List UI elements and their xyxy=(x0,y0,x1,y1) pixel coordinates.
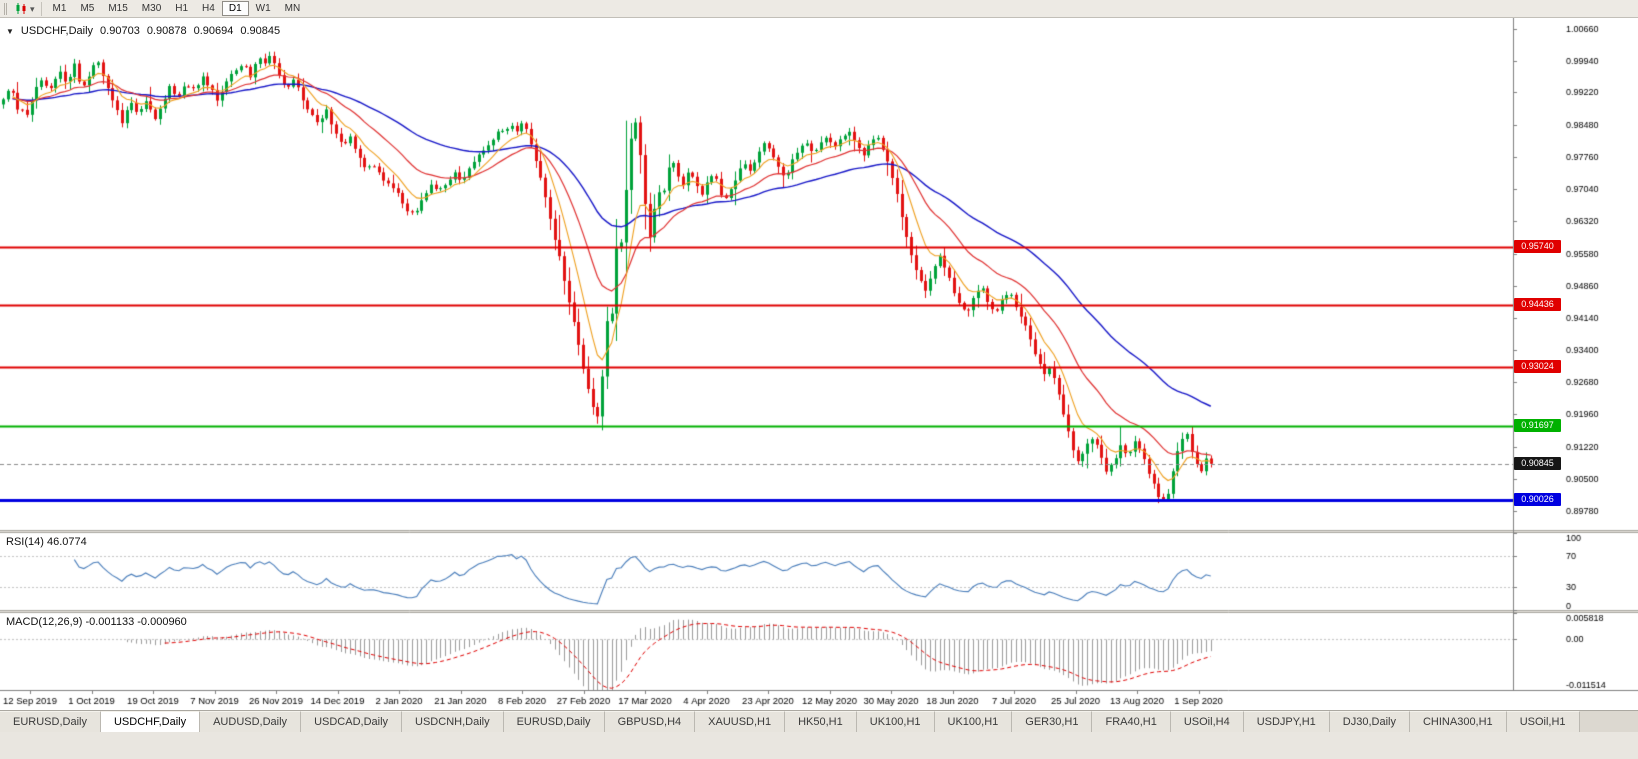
timeframe-buttons: M1 M5 M15 M30 H1 H4 D1 W1 MN xyxy=(46,1,308,16)
toolbar-grip[interactable] xyxy=(4,2,8,15)
price-tag-level-0.95740[interactable]: 0.95740 xyxy=(1514,240,1561,253)
chart-tab-gbpusd-h4[interactable]: GBPUSD,H4 xyxy=(604,711,696,732)
timeframe-toolbar: ▾ M1 M5 M15 M30 H1 H4 D1 W1 MN xyxy=(0,0,1638,18)
price-tag-level-0.93024[interactable]: 0.93024 xyxy=(1514,360,1561,373)
bottom-filler xyxy=(0,732,1638,759)
rsi-indicator-label: RSI(14) 46.0774 xyxy=(6,536,87,548)
chart-tabs-bar: EURUSD,Daily USDCHF,Daily AUDUSD,Daily USDC… xyxy=(0,710,1638,732)
ohlc-low: 0.90694 xyxy=(193,25,234,37)
chart-tab-uk100-h1[interactable]: UK100,H1 xyxy=(934,711,1013,732)
chart-type-icon[interactable] xyxy=(12,1,30,17)
current-price-tag: 0.90845 xyxy=(1514,457,1561,470)
chart-tab-usoil-h4[interactable]: USOil,H4 xyxy=(1170,711,1244,732)
timeframe-button-m30[interactable]: M30 xyxy=(141,3,162,14)
macd-indicator-label: MACD(12,26,9) -0.001133 -0.000960 xyxy=(6,616,187,628)
chart-tab-usdcad-daily[interactable]: USDCAD,Daily xyxy=(301,711,403,732)
chart-tab-china300-h1[interactable]: CHINA300,H1 xyxy=(1409,711,1507,732)
ohlc-close: 0.90845 xyxy=(240,25,281,37)
chart-tab-eurusd-daily[interactable]: EURUSD,Daily xyxy=(503,711,605,732)
chevron-down-icon[interactable]: ▾ xyxy=(30,3,35,14)
ohlc-high: 0.90878 xyxy=(146,25,187,37)
timeframe-button-d1[interactable]: D1 xyxy=(221,1,249,16)
ohlc-open: 0.90703 xyxy=(100,25,140,37)
timeframe-button-h1[interactable]: H1 xyxy=(175,3,189,14)
timeframe-button-m15[interactable]: M15 xyxy=(108,3,128,14)
price-tag-level-0.90026[interactable]: 0.90026 xyxy=(1514,493,1561,506)
timeframe-button-h4[interactable]: H4 xyxy=(202,3,215,14)
chart-tab-ger30-h1[interactable]: GER30,H1 xyxy=(1012,711,1093,732)
timeframe-button-m1[interactable]: M1 xyxy=(52,3,67,14)
timeframe-button-m5[interactable]: M5 xyxy=(80,3,95,14)
chart-tab-uk100-h1[interactable]: UK100,H1 xyxy=(856,711,935,732)
chart-tab-fra40-h1[interactable]: FRA40,H1 xyxy=(1092,711,1171,732)
symbol-info: ▼ USDCHF,Daily 0.90703 0.90878 0.90694 0… xyxy=(6,25,280,37)
chart-tab-usoil-h1[interactable]: USOil,H1 xyxy=(1506,711,1580,732)
chart-tab-dj30-daily[interactable]: DJ30,Daily xyxy=(1329,711,1410,732)
price-tag-level-0.94436[interactable]: 0.94436 xyxy=(1514,298,1561,311)
chart-tab-usdjpy-h1[interactable]: USDJPY,H1 xyxy=(1243,711,1330,732)
chart-tab-usdcnh-daily[interactable]: USDCNH,Daily xyxy=(402,711,504,732)
chart-tab-hk50-h1[interactable]: HK50,H1 xyxy=(785,711,857,732)
symbol-name: USDCHF,Daily xyxy=(20,25,94,37)
toolbar-separator xyxy=(40,1,42,16)
timeframe-button-mn[interactable]: MN xyxy=(284,3,301,14)
symbol-dropdown-icon[interactable]: ▼ xyxy=(6,26,14,36)
chart-tab-usdchf-daily[interactable]: USDCHF,Daily xyxy=(100,711,201,732)
chart-tab-audusd-daily[interactable]: AUDUSD,Daily xyxy=(200,711,302,732)
chart-window: ▼ USDCHF,Daily 0.90703 0.90878 0.90694 0… xyxy=(0,18,1638,710)
chart-tab-xauusd-h1[interactable]: XAUUSD,H1 xyxy=(695,711,786,732)
chart-tab-eurusd-daily[interactable]: EURUSD,Daily xyxy=(0,711,101,732)
timeframe-button-w1[interactable]: W1 xyxy=(255,3,271,14)
price-tag-level-0.91697[interactable]: 0.91697 xyxy=(1514,419,1561,432)
chart-canvas[interactable] xyxy=(0,18,1638,710)
